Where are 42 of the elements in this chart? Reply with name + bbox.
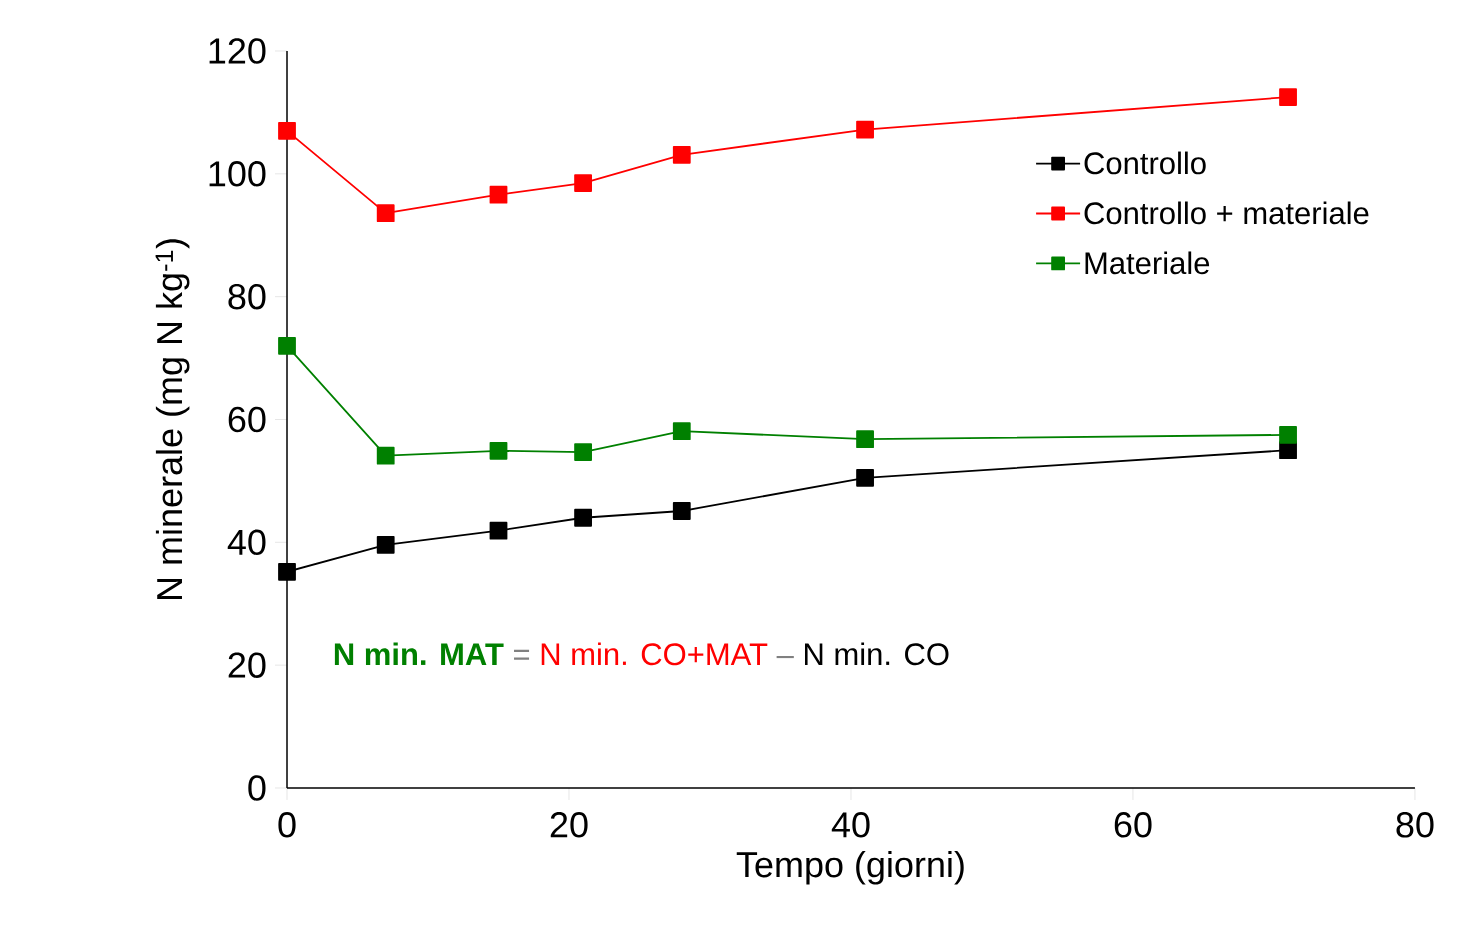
point (1279, 425, 1297, 444)
x-tick-label: 20 (550, 812, 588, 838)
annotation: N min. MAT (334, 642, 504, 665)
x-tick-label: 40 (831, 812, 870, 838)
legend-label: Materiale (1085, 251, 1210, 275)
point (376, 535, 395, 554)
point (278, 562, 296, 581)
point (574, 443, 592, 461)
x-axis-title: Tempo (giorni) (736, 850, 964, 885)
y-axis-title: N minerale (mg N kg$^{-1}$) (155, 239, 190, 600)
legend-label: Controllo (1084, 151, 1206, 175)
x-tick-label: 0 (278, 812, 296, 838)
x-tick-label: 60 (1114, 812, 1152, 838)
point (672, 145, 691, 164)
point (376, 446, 395, 465)
point (489, 185, 508, 204)
y-tick-label: 80 (228, 283, 266, 310)
annotation: = (514, 649, 530, 660)
point (489, 521, 508, 540)
annotation: N min. CO (805, 642, 949, 666)
point (376, 204, 395, 223)
point (278, 336, 296, 355)
legend-label: Controllo + materiale (1084, 201, 1369, 225)
x-tick-label: 80 (1396, 812, 1434, 838)
point (489, 441, 508, 460)
annotation: N min. CO+MAT (541, 642, 768, 666)
y-tick-label: 120 (209, 38, 266, 64)
y-tick-label: 20 (228, 652, 266, 678)
point (856, 120, 874, 139)
point (1279, 88, 1297, 106)
point (856, 468, 874, 487)
point (672, 502, 691, 520)
point (672, 422, 691, 441)
point (574, 508, 592, 527)
point (278, 121, 296, 140)
point (574, 174, 592, 192)
y-tick-label: 60 (228, 406, 266, 433)
y-tick-label: 100 (209, 161, 266, 187)
y-tick-label: 0 (248, 775, 266, 801)
annotation: – (776, 656, 794, 659)
y-tick-label: 40 (227, 529, 266, 556)
point (856, 430, 874, 449)
